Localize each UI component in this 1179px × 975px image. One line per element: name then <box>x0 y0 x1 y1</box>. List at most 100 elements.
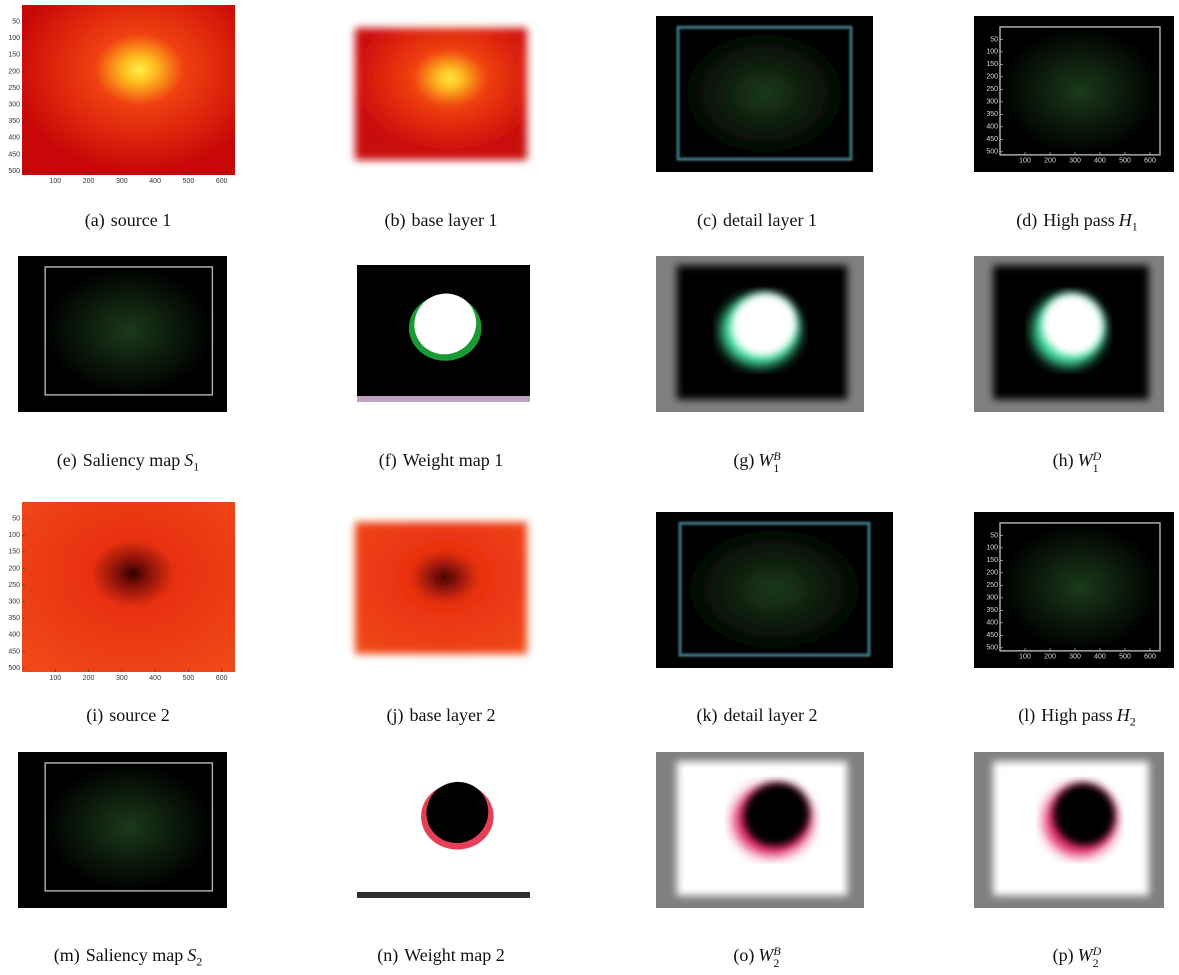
lbl: (d) <box>1016 210 1037 230</box>
y-tick-label: 200 <box>986 74 998 81</box>
y-tick-label: 450 <box>8 151 20 158</box>
x-tick-label: 600 <box>1144 654 1156 661</box>
y-tick-label: 150 <box>986 557 998 564</box>
y-tick-label: 400 <box>8 632 20 639</box>
caption: (f)Weight map 1 <box>379 450 504 471</box>
y-tick-label: 100 <box>986 545 998 552</box>
panel-image <box>974 512 1174 668</box>
y-tick-label: 100 <box>8 532 20 539</box>
y-tick-label: 300 <box>8 101 20 108</box>
image <box>22 5 235 175</box>
frame <box>678 27 852 160</box>
txt: detail layer 1 <box>723 210 817 230</box>
lbl: (c) <box>697 210 717 230</box>
caption: (a)source 1 <box>85 210 171 231</box>
x-tick-label: 400 <box>1094 654 1106 661</box>
lbl: (n) <box>377 945 398 965</box>
frame <box>680 523 870 656</box>
txt: base layer 1 <box>412 210 498 230</box>
panel-image <box>22 5 235 175</box>
y-tick-label: 50 <box>12 18 20 25</box>
y-tick-label: 350 <box>8 615 20 622</box>
y-tick-label: 100 <box>8 35 20 42</box>
frame <box>1000 27 1160 155</box>
lbl: (g) <box>733 450 754 470</box>
panel-image <box>974 256 1164 412</box>
frame <box>45 763 212 891</box>
x-tick-label: 200 <box>1044 158 1056 165</box>
y-tick-label: 100 <box>986 49 998 56</box>
panel-image <box>18 256 227 412</box>
sym: H <box>1117 705 1130 725</box>
caption: (h)WD1 <box>1053 450 1102 474</box>
caption: (b) base layer 1 <box>385 210 498 231</box>
y-tick-label: 500 <box>8 168 20 175</box>
sym: W <box>1078 450 1093 470</box>
lbl: (a) <box>85 210 105 230</box>
image <box>22 502 235 672</box>
lbl: (p) <box>1053 945 1074 965</box>
lbl: (m) <box>54 945 80 965</box>
x-tick-label: 300 <box>116 178 128 185</box>
panel-image <box>656 256 864 412</box>
x-tick-label: 200 <box>83 178 95 185</box>
y-tick-label: 350 <box>8 118 20 125</box>
image <box>355 522 527 654</box>
script: B2 <box>773 945 780 969</box>
lbl: (f) <box>379 450 397 470</box>
txt: Weight map 2 <box>404 945 505 965</box>
panel-image <box>656 16 873 172</box>
panel-image <box>656 512 893 668</box>
caption: (p)WD2 <box>1053 945 1102 969</box>
txt: High pass <box>1043 210 1115 230</box>
y-tick-label: 500 <box>8 665 20 672</box>
caption-part: 2 <box>1093 957 1102 969</box>
x-tick-label: 100 <box>49 178 61 185</box>
y-tick-label: 150 <box>986 61 998 68</box>
x-tick-label: 200 <box>1044 654 1056 661</box>
y-tick-label: 200 <box>8 68 20 75</box>
caption-part: 1 <box>1132 220 1138 234</box>
lbl: (i) <box>86 705 103 725</box>
lbl: (o) <box>733 945 754 965</box>
caption: (c) detail layer 1 <box>697 210 817 231</box>
lbl: (h) <box>1053 450 1074 470</box>
y-tick-label: 350 <box>986 111 998 118</box>
y-tick-label: 400 <box>986 124 998 131</box>
y-tick-label: 250 <box>8 582 20 589</box>
caption-part: 2 <box>773 957 780 969</box>
caption-part: 2 <box>1130 715 1136 729</box>
x-tick-label: 600 <box>216 675 228 682</box>
y-tick-label: 50 <box>990 36 998 43</box>
y-tick-label: 450 <box>986 136 998 143</box>
caption: (m)Saliency mapS2 <box>54 945 202 970</box>
panel-image <box>18 752 227 908</box>
caption: (l)High passH2 <box>1018 705 1136 730</box>
x-tick-label: 300 <box>1069 654 1081 661</box>
caption: (k)detail layer 2 <box>697 705 818 726</box>
y-tick-label: 300 <box>986 595 998 602</box>
x-tick-label: 300 <box>116 675 128 682</box>
script: B1 <box>773 450 780 474</box>
y-tick-label: 400 <box>8 135 20 142</box>
x-tick-label: 500 <box>183 178 195 185</box>
y-tick-label: 50 <box>990 532 998 539</box>
y-tick-label: 200 <box>986 570 998 577</box>
caption-part: 1 <box>773 462 780 474</box>
x-tick-label: 100 <box>1019 654 1031 661</box>
lbl: (b) <box>385 210 406 230</box>
x-tick-label: 500 <box>1119 654 1131 661</box>
caption: (d)High passH1 <box>1016 210 1138 235</box>
txt: Saliency map <box>86 945 183 965</box>
x-tick-label: 400 <box>149 178 161 185</box>
sym: W <box>758 945 773 965</box>
y-tick-label: 250 <box>986 582 998 589</box>
y-tick-label: 250 <box>986 86 998 93</box>
caption-part: 1 <box>193 460 199 474</box>
x-tick-label: 200 <box>83 675 95 682</box>
x-tick-label: 500 <box>1119 158 1131 165</box>
bottom-strip <box>357 892 530 898</box>
